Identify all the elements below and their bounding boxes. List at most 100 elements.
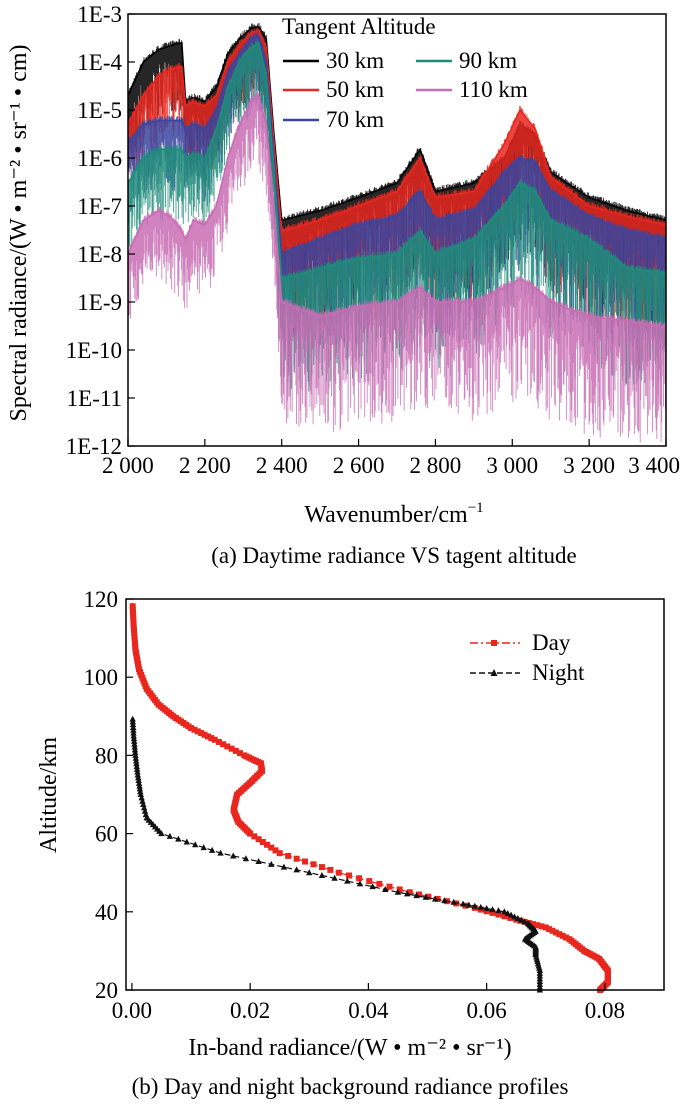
chart-b-point: [413, 892, 420, 899]
chart-b-point: [264, 841, 271, 848]
chart-a-legend-title: Tangent Altitude: [282, 14, 436, 39]
chart-b-y-ticks: 20 40 60 80 100 120: [84, 587, 133, 1003]
chart-a-legend-label: 110 km: [459, 77, 528, 102]
chart-b-point: [251, 833, 258, 840]
chart-a-legend-label: 90 km: [459, 48, 517, 73]
chart-b-point: [566, 936, 573, 943]
chart-b-point: [131, 640, 138, 647]
chart-b-legend-label: Day: [532, 630, 571, 655]
chart-a-xtick-label: 3 000: [486, 453, 538, 478]
chart-b-point: [208, 846, 216, 853]
chart-b-point: [268, 860, 275, 867]
chart-a-ytick-label: 1E-5: [77, 98, 122, 123]
chart-b-point: [465, 901, 473, 908]
chart-b-ytick-label: 80: [95, 743, 118, 768]
chart-a-y-ticks: 1E-12 1E-11 1E-10 1E-9 1E-8 1E-7 1E-6 1E-5 1E-4 1…: [66, 2, 135, 459]
chart-b-xtick-label: 0.02: [230, 998, 270, 1023]
chart-b-point: [501, 913, 508, 920]
chart-b-point: [130, 623, 137, 630]
chart-b-point: [356, 880, 364, 887]
chart-a-series-4: [127, 92, 667, 443]
chart-b-series-group: [129, 602, 611, 993]
chart-b-legend-marker: [491, 640, 497, 646]
chart-b-point: [552, 929, 559, 936]
chart-b-point: [521, 918, 528, 925]
chart-b-point: [318, 864, 325, 871]
chart-b-point: [224, 743, 231, 750]
chart-b-point: [194, 728, 201, 735]
chart-b-point: [285, 852, 292, 859]
chart-a-xlabel-main: Wavenumber/cm: [304, 502, 468, 528]
chart-b-xlabel: In-band radiance/(W • m⁻² • sr⁻¹): [188, 1035, 511, 1061]
chart-b-point: [518, 916, 525, 923]
chart-b-point: [416, 891, 423, 898]
chart-b-point: [293, 866, 300, 873]
chart-a-xlabel-sup: −1: [468, 500, 484, 516]
chart-b-xtick-label: 0.06: [467, 998, 507, 1023]
chart-a-ytick-label: 1E-4: [77, 50, 122, 75]
chart-b-point: [130, 626, 137, 633]
chart-b-point: [139, 797, 146, 804]
chart-b-ytick-label: 40: [95, 900, 118, 925]
chart-a-series-line: [127, 94, 667, 328]
chart-b-point: [345, 872, 352, 879]
chart-b-point: [142, 811, 150, 818]
chart-b-point: [425, 893, 432, 900]
chart-b-series-0: [129, 602, 611, 993]
chart-b-point: [130, 609, 137, 616]
chart-b-point: [200, 844, 207, 851]
chart-b-point: [129, 606, 136, 613]
chart-b-ytick-label: 120: [84, 587, 119, 612]
chart-b-point: [129, 715, 136, 722]
chart-b-point: [530, 921, 537, 928]
chart-b-point: [483, 904, 490, 911]
chart-b-point: [242, 855, 250, 862]
chart-b-point: [204, 733, 211, 740]
chart-a-legend: Tangent Altitude 30 km 50 km 70 km 90 km 110…: [282, 14, 528, 132]
chart-a-ylabel: Spectral radiance/(W • m⁻² • sr⁻¹ • cm): [6, 44, 32, 421]
chart-b-point: [489, 906, 496, 913]
chart-b-point: [192, 841, 199, 848]
chart-b-point: [356, 875, 363, 882]
chart-b-point: [230, 852, 237, 859]
chart-b-series-1: [129, 715, 544, 993]
chart-b-point: [211, 736, 218, 743]
chart-a-ytick-label: 1E-9: [77, 290, 122, 315]
chart-b-point: [404, 890, 411, 897]
chart-b-point: [130, 620, 137, 627]
chart-b-point: [220, 741, 227, 748]
chart-b-xtick-label: 0.04: [348, 998, 389, 1023]
chart-b-point: [477, 903, 484, 910]
chart-b-ytick-label: 100: [84, 665, 119, 690]
chart-b-point: [140, 801, 147, 808]
chart-b-point: [130, 613, 137, 620]
chart-b-point: [141, 807, 149, 814]
chart-b-point: [130, 616, 137, 623]
chart-b-xtick-label: 0.08: [585, 998, 625, 1023]
chart-a-ytick-label: 1E-6: [77, 146, 122, 171]
chart-b-point: [131, 636, 138, 643]
chart-b-point: [217, 849, 224, 856]
chart-a-xlabel: Wavenumber/cm−1: [304, 500, 483, 528]
chart-b-point: [241, 752, 248, 759]
chart-b-point: [441, 897, 448, 904]
chart-b-point: [276, 850, 283, 857]
chart-b-legend: Day Night: [470, 630, 585, 685]
chart-a-ytick-label: 1E-12: [66, 434, 122, 459]
chart-b-plot-area: [126, 599, 664, 990]
chart-b-point: [406, 889, 413, 896]
chart-b-point: [504, 909, 511, 916]
chart-b-point: [129, 603, 136, 610]
chart-b-legend-marker: [490, 669, 498, 676]
chart-b-point: [524, 920, 532, 927]
chart-a-ytick-label: 1E-8: [77, 242, 122, 267]
chart-b-point: [450, 898, 457, 905]
chart-a-xtick-label: 2 400: [256, 453, 308, 478]
chart-b-point: [335, 869, 342, 876]
chart-b-point: [191, 726, 198, 733]
chart-b-x-ticks: 0.00 0.02 0.04 0.06 0.08: [112, 983, 625, 1023]
chart-b-ytick-label: 60: [95, 822, 118, 847]
chart-a-legend-label: 70 km: [326, 107, 384, 132]
chart-a-xtick-label: 2 800: [410, 453, 462, 478]
chart-b-point: [511, 913, 518, 920]
